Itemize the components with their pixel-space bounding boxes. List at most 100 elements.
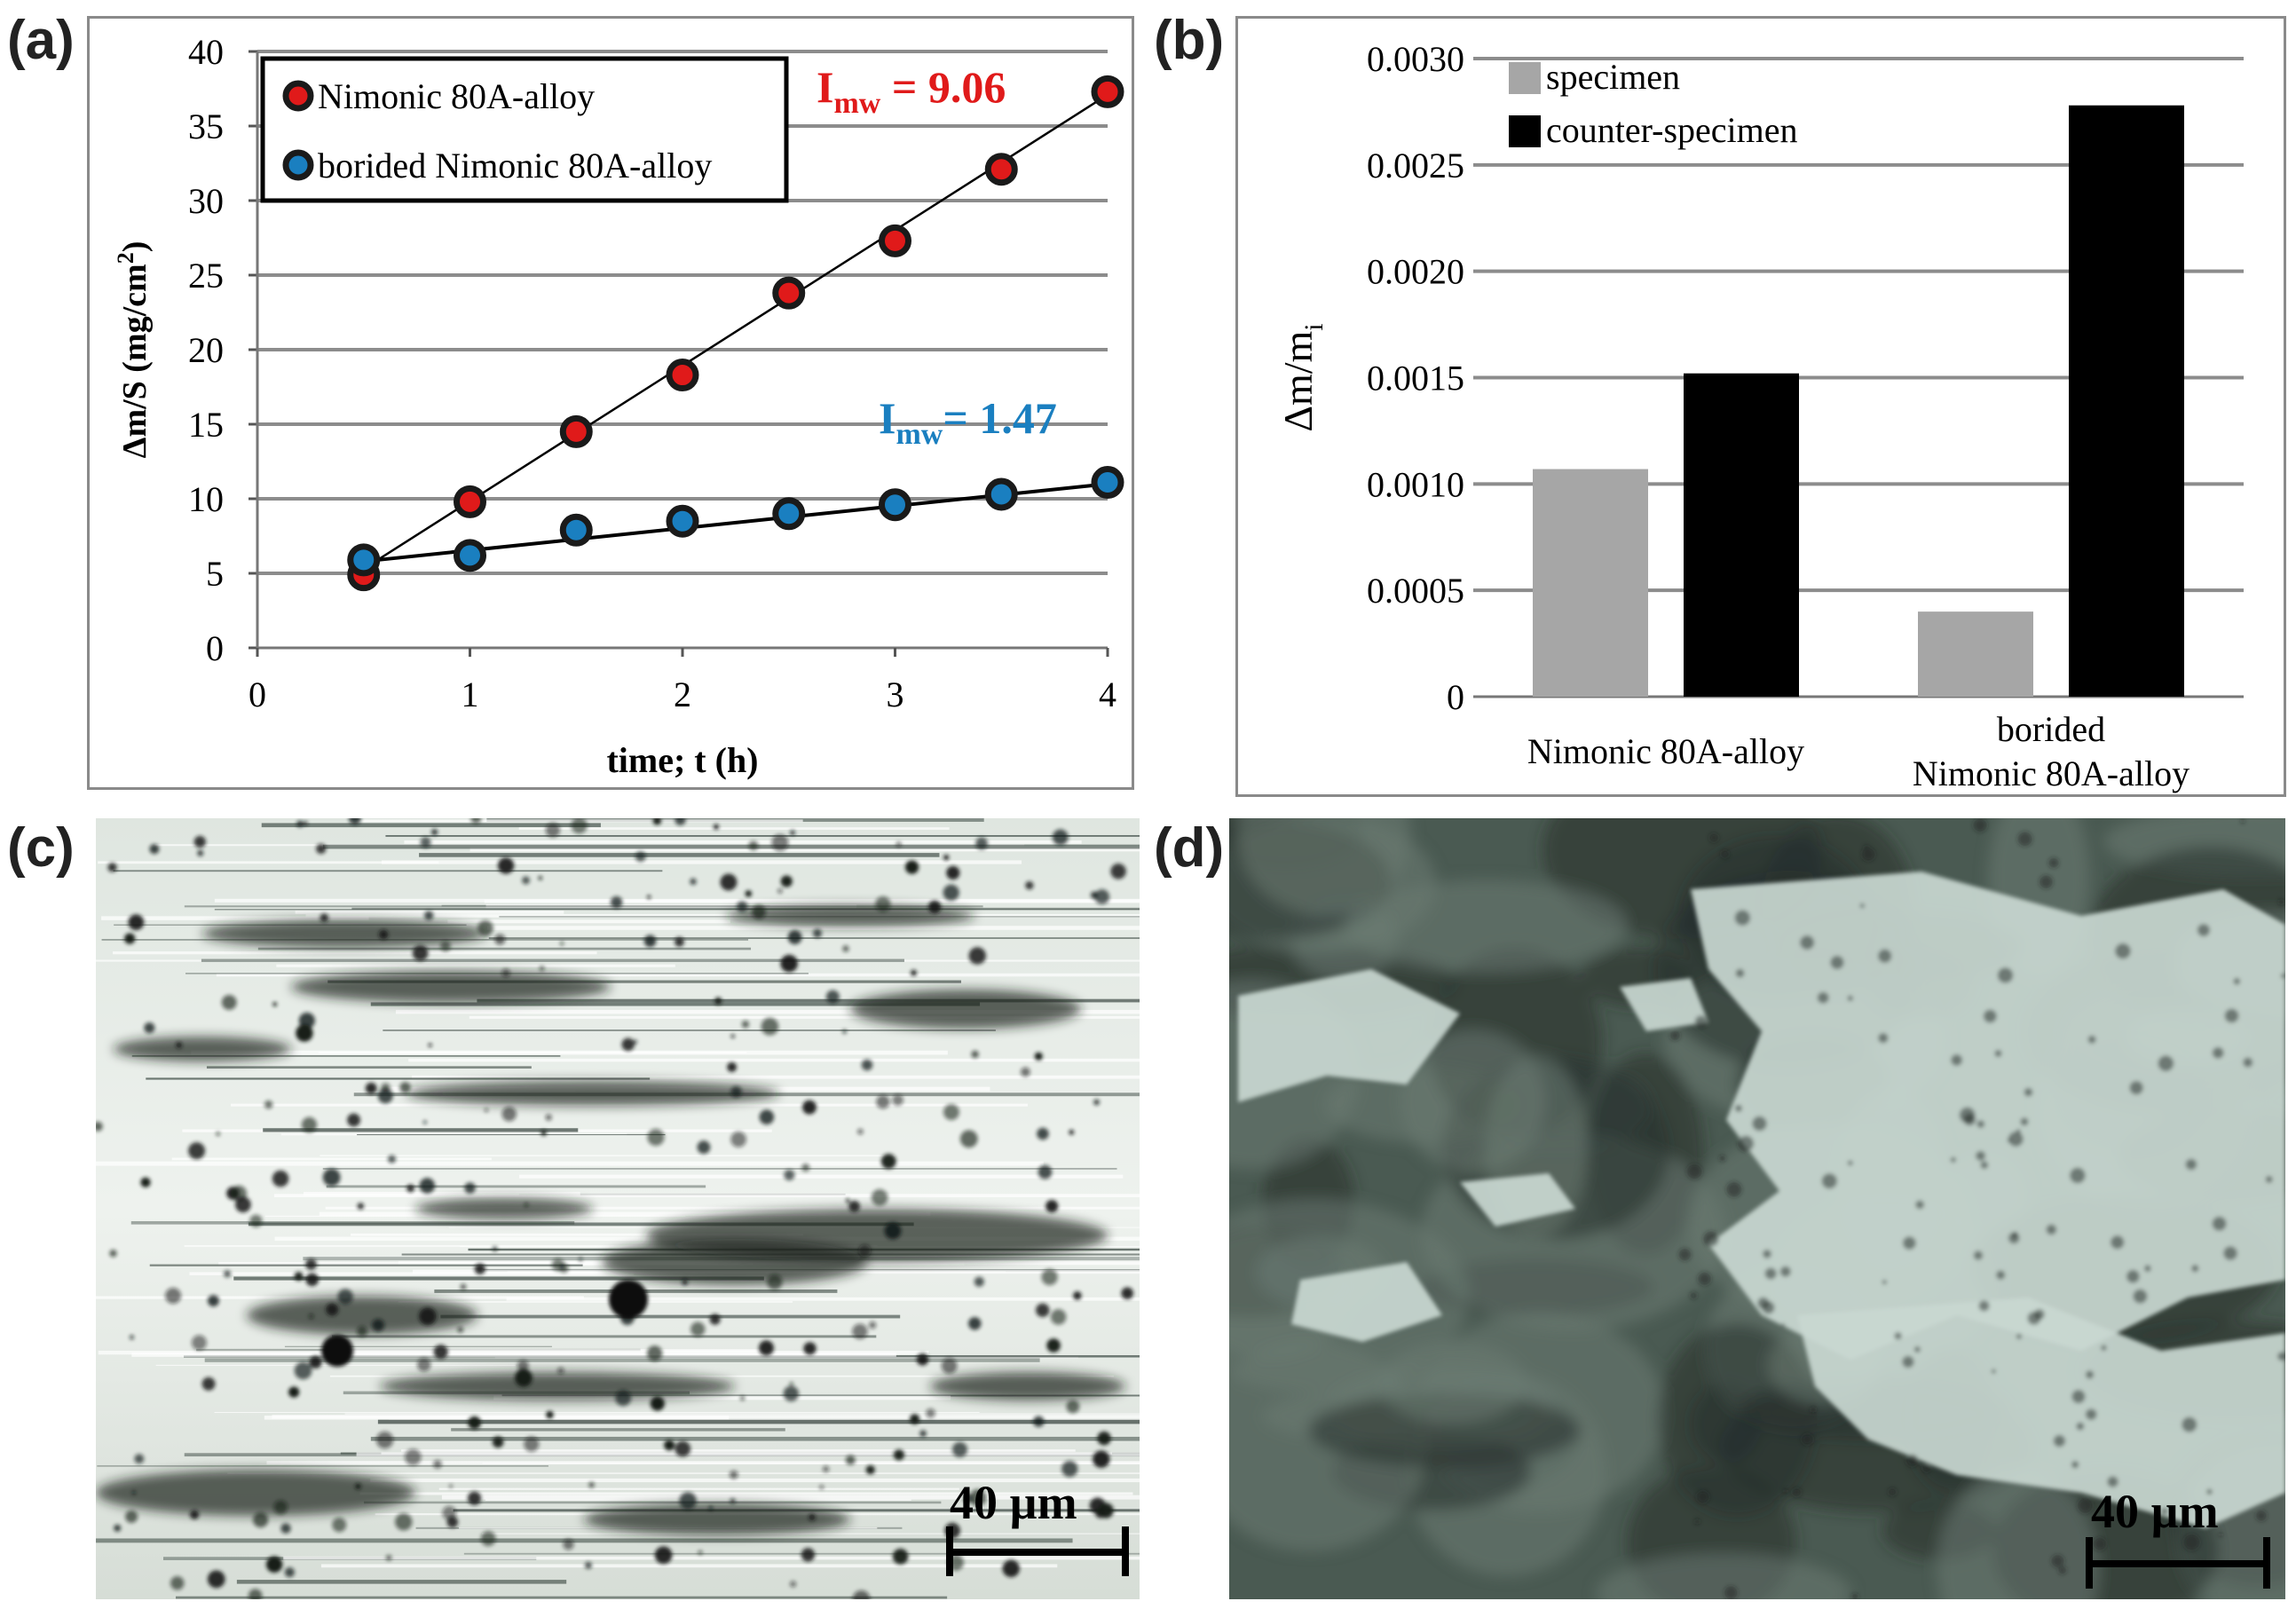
surface-speck <box>1905 1454 1919 1467</box>
surface-speck <box>2160 1507 2168 1515</box>
debris-particle <box>861 1059 873 1071</box>
y-tick-label: 25 <box>188 256 224 296</box>
wear-groove <box>214 1412 980 1414</box>
surface-speck <box>2046 1224 2057 1235</box>
surface-speck <box>2219 1533 2223 1537</box>
debris-particle <box>690 1321 706 1337</box>
surface-speck <box>2008 1132 2024 1147</box>
surface-speck <box>2051 1554 2064 1568</box>
debris-particle <box>884 1222 902 1240</box>
wear-groove <box>113 951 597 955</box>
wear-groove <box>401 1449 1076 1452</box>
debris-particle <box>1097 1432 1111 1446</box>
wear-groove <box>218 1262 965 1266</box>
debris-particle <box>752 904 766 919</box>
wear-groove <box>216 973 1140 977</box>
surface-speck <box>2197 923 2211 937</box>
debris-particle <box>1025 880 1034 890</box>
wear-groove <box>501 1394 1140 1397</box>
debris-particle <box>189 1510 200 1519</box>
debris-particle <box>517 1360 529 1372</box>
data-point-nimonic <box>666 359 699 392</box>
surface-speck <box>2017 832 2032 847</box>
surface-speck <box>2070 1167 2086 1184</box>
surface-speck <box>1922 1463 1931 1472</box>
bar-specimen <box>1918 611 2033 697</box>
debris-particle <box>896 841 902 848</box>
debris-particle <box>248 1589 263 1599</box>
debris-particle <box>759 1109 775 1125</box>
wear-groove <box>276 964 675 967</box>
debris-particle <box>420 837 431 848</box>
wear-groove <box>184 905 983 908</box>
debris-particle <box>474 1263 485 1274</box>
legend-swatch <box>1509 62 1541 94</box>
surface-speck <box>1878 1033 1889 1044</box>
surface-speck <box>2115 943 2131 959</box>
debris-particle <box>316 843 327 854</box>
debris-particle <box>301 1116 318 1133</box>
debris-particle <box>916 1353 929 1366</box>
surface-speck <box>2280 973 2285 979</box>
debris-particle <box>322 1168 341 1187</box>
y-tick-label: 0 <box>206 628 224 668</box>
debris-particle <box>201 1376 216 1391</box>
debris-particle <box>730 1498 736 1504</box>
panel-label-c: (c) <box>7 817 75 879</box>
debris-particle <box>968 1317 982 1330</box>
debris-particle <box>1073 1291 1082 1300</box>
debris-particle <box>176 1042 183 1049</box>
trendline-borided <box>363 482 1109 564</box>
debris-particle <box>697 1140 711 1155</box>
debris-particle <box>337 1289 353 1305</box>
debris-particle <box>559 1263 569 1274</box>
wear-groove <box>506 1297 1140 1301</box>
surface-speck <box>1698 1272 1711 1286</box>
surface-speck <box>1973 818 1987 832</box>
y-axis-title: Δm/mi <box>1275 323 1329 431</box>
debris-particle <box>448 1484 454 1488</box>
surface-speck <box>2191 1265 2199 1273</box>
wear-groove <box>113 870 663 872</box>
data-point-nimonic <box>454 485 486 518</box>
debris-particle <box>419 1178 436 1194</box>
debris-particle <box>789 1581 797 1588</box>
debris-particle <box>871 1188 888 1206</box>
debris-particle <box>467 1491 482 1505</box>
debris-particle <box>1069 1129 1075 1135</box>
debris-particle <box>767 1274 783 1290</box>
debris-particle <box>1121 1287 1133 1299</box>
wear-groove <box>146 1077 651 1080</box>
y-tick-label: 30 <box>188 181 224 221</box>
debris-particle <box>134 1454 145 1464</box>
debris-band <box>114 1037 291 1061</box>
bright-wear-region <box>1460 1173 1575 1227</box>
debris-particle <box>305 1258 317 1270</box>
debris-particle <box>294 1272 304 1282</box>
surface-speck <box>2040 875 2053 889</box>
wear-groove <box>370 1478 1140 1483</box>
debris-particle <box>349 818 361 825</box>
debris-particle <box>272 1170 289 1187</box>
surface-speck <box>2007 1138 2011 1142</box>
surface-speck <box>1703 1231 1719 1247</box>
debris-particle <box>96 1121 103 1132</box>
debris-band <box>380 1372 735 1400</box>
y-tick-label: 0.0015 <box>1367 359 1464 398</box>
surface-speck <box>1894 1332 1902 1340</box>
wear-groove <box>261 823 601 828</box>
surface-speck <box>2144 1265 2151 1273</box>
debris-particle <box>470 818 482 824</box>
wear-groove <box>206 1066 532 1069</box>
debris-particle <box>433 1459 442 1469</box>
scale-bar-c-left-tick <box>946 1526 953 1576</box>
surface-speck <box>1973 1250 1984 1260</box>
legend-box <box>260 56 789 203</box>
debris-particle <box>375 1432 394 1449</box>
debris-particle <box>709 1313 721 1325</box>
debris-particle <box>446 1516 459 1528</box>
debris-particle <box>801 1163 810 1172</box>
category-label: borided <box>1997 709 2105 749</box>
debris-particle <box>480 1531 496 1546</box>
debris-particle <box>1094 889 1110 904</box>
